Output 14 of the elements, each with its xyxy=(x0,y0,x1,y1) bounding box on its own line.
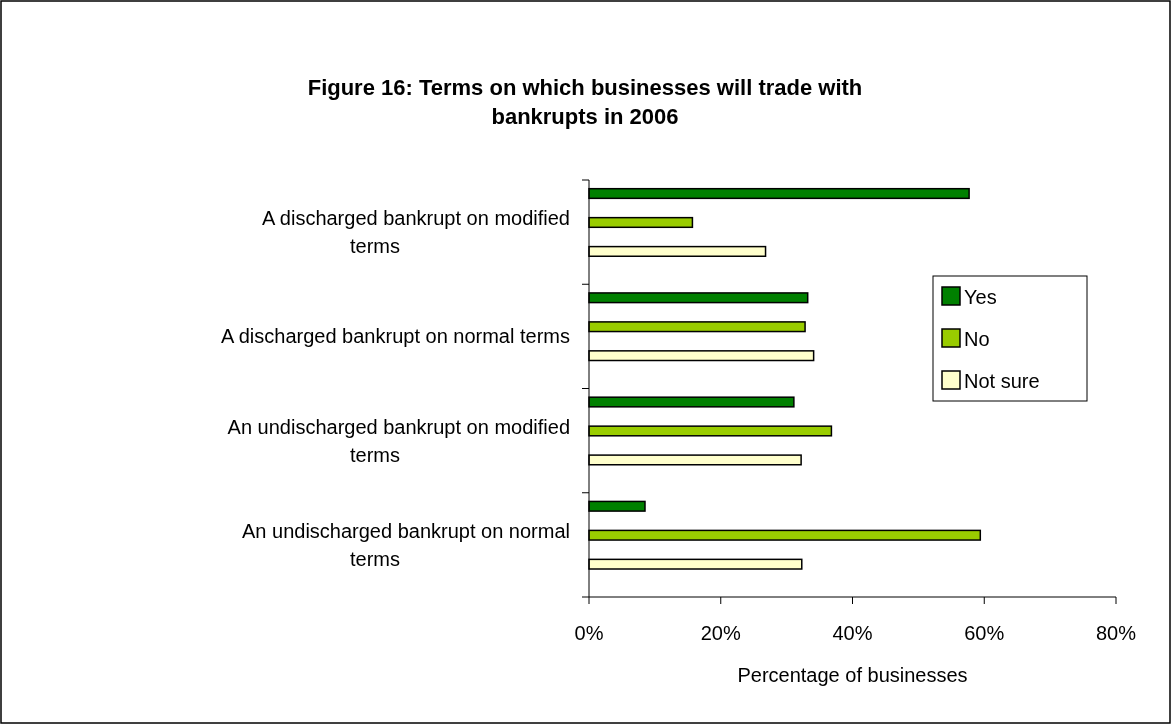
x-tick-label: 40% xyxy=(832,622,873,644)
x-tick-label: 60% xyxy=(964,622,1005,644)
y-tick-label: A discharged bankrupt on normal terms xyxy=(220,325,570,348)
legend-label: Yes xyxy=(964,286,997,308)
chart-title: Figure 16: Terms on which businesses will trade with bankrupts in 2006 xyxy=(307,75,863,129)
y-tick-label: An undischarged bankrupt on modified terms xyxy=(227,415,570,466)
y-tick-label: A discharged bankrupt on modified terms xyxy=(262,207,570,258)
x-tick-label: 80% xyxy=(1095,622,1137,644)
legend-label: Not sure xyxy=(964,370,1040,392)
x-axis-title: Percentage of businesses xyxy=(737,664,968,686)
y-tick-label: An undischarged bankrupt on normal terms xyxy=(242,519,570,570)
x-tick-label: 20% xyxy=(700,622,741,644)
legend-label: No xyxy=(964,328,990,350)
x-tick-label: 0% xyxy=(574,622,604,644)
